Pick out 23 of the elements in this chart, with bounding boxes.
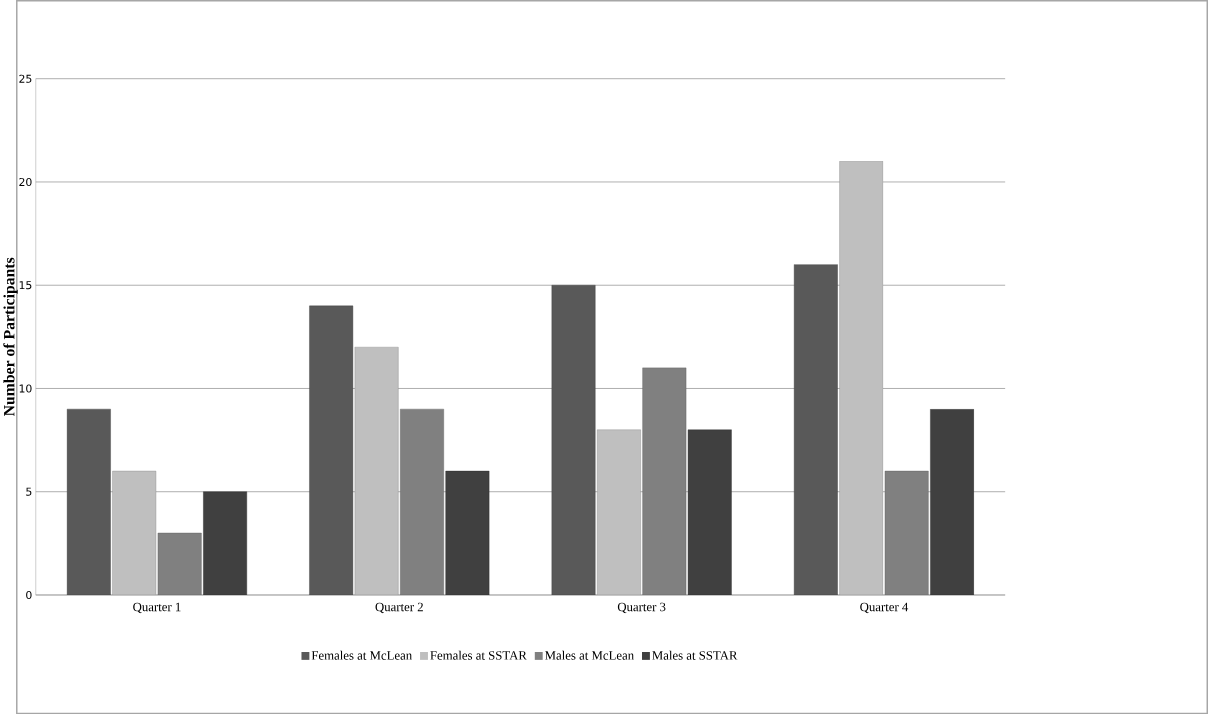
- y-tick-label: 20: [19, 177, 32, 186]
- bar: [445, 470, 490, 595]
- bar: [687, 429, 732, 595]
- x-tick-label: Quarter 4: [860, 602, 909, 614]
- bar: [551, 284, 596, 595]
- legend-label: Females at McLean: [311, 650, 412, 660]
- legend-label: Males at McLean: [545, 650, 634, 660]
- bar: [930, 408, 975, 595]
- y-tick-label: 15: [19, 281, 32, 290]
- x-tick-label: Quarter 3: [617, 602, 666, 614]
- y-axis-title: Number of Participants: [3, 257, 18, 416]
- bar: [203, 491, 247, 595]
- x-tick-label: Quarter 2: [375, 602, 423, 614]
- y-tick-label: 25: [19, 74, 32, 83]
- bar: [66, 408, 111, 595]
- bar: [309, 305, 354, 595]
- legend-label: Females at SSTAR: [430, 650, 527, 660]
- y-tick-label: 0: [26, 590, 32, 599]
- y-tick-label: 10: [19, 384, 32, 393]
- bar: [793, 264, 838, 595]
- y-tick-label: 5: [26, 487, 32, 496]
- x-tick-label: Quarter 1: [133, 602, 181, 614]
- legend-label: Males at SSTAR: [652, 650, 738, 660]
